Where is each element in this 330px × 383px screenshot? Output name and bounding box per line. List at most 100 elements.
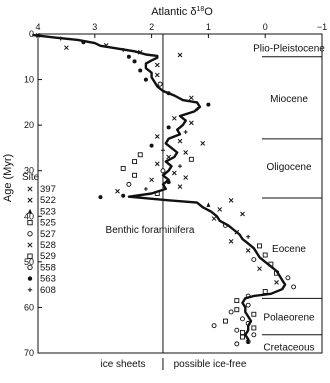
x-tick-label: 4 <box>35 22 40 32</box>
data-point <box>138 68 143 73</box>
marker-stroke <box>177 52 183 58</box>
data-point <box>189 95 194 101</box>
data-point <box>251 325 257 331</box>
data-point <box>132 159 138 165</box>
data-point <box>143 77 148 82</box>
marker-stroke <box>217 207 223 212</box>
marker-stroke <box>177 184 183 190</box>
data-point <box>177 184 183 190</box>
data-point <box>126 54 131 59</box>
legend-entry-label: 528 <box>40 240 56 251</box>
legend-entry-label: 558 <box>40 262 56 273</box>
marker-stroke <box>274 280 279 285</box>
plot-frame <box>37 33 323 354</box>
benthic-curve <box>32 33 287 344</box>
data-point <box>120 165 126 171</box>
marker-stroke <box>64 45 69 51</box>
data-point <box>115 188 120 194</box>
data-point <box>121 193 126 198</box>
marker-stroke <box>228 238 234 244</box>
legend-entry-label: 397 <box>40 184 56 195</box>
data-point <box>171 170 177 176</box>
data-point <box>157 81 163 87</box>
data-point <box>132 172 138 178</box>
marker-stroke <box>171 115 177 121</box>
data-point <box>98 195 103 200</box>
data-point <box>188 156 194 162</box>
epoch-label: Miocene <box>270 94 308 105</box>
legend-entry-label: 525 <box>40 218 56 229</box>
data-point <box>245 248 251 253</box>
legend-entry-label: 522 <box>40 195 56 206</box>
marker-stroke <box>200 141 206 146</box>
data-point <box>166 125 171 130</box>
x-tick-label: 2 <box>149 22 154 32</box>
marker-stroke <box>257 266 262 272</box>
data-point <box>217 207 223 212</box>
data-point <box>171 115 177 121</box>
data-point <box>206 202 211 207</box>
marker-stroke <box>154 72 160 78</box>
data-point <box>228 309 234 315</box>
marker-stroke <box>228 197 234 203</box>
legend-marker <box>27 219 33 226</box>
legend-entry-label: 563 <box>40 274 56 285</box>
legend-title: Site <box>22 172 40 183</box>
data-point <box>228 238 234 244</box>
marker-stroke <box>177 138 183 144</box>
data-point <box>64 45 69 51</box>
marker-stroke <box>240 211 245 217</box>
marker-stroke <box>149 177 154 183</box>
legend-entry-label: 529 <box>40 251 56 262</box>
y-tick-label: 40 <box>24 211 34 221</box>
data-point <box>251 311 257 317</box>
epoch-label: Plio-Pleistocene <box>253 44 325 55</box>
curve-label: Benthic foraminifera <box>106 225 195 236</box>
legend-marker <box>27 208 33 214</box>
data-point <box>234 298 240 304</box>
epoch-label: Polaeorene <box>263 313 315 324</box>
marker-stroke <box>115 188 120 194</box>
data-point <box>183 129 188 134</box>
legend-entry-label: 608 <box>40 285 56 296</box>
data-point <box>132 59 137 64</box>
y-ticks: 0 10 20 30 40 50 60 70 <box>24 29 42 358</box>
data-point <box>257 266 262 272</box>
data-point <box>126 181 132 187</box>
data-point <box>177 138 183 144</box>
data-point <box>211 323 217 329</box>
data-point <box>285 275 291 281</box>
y-axis-label: Age (Myr) <box>2 154 14 202</box>
data-point <box>149 143 154 148</box>
legend-marker <box>27 264 33 271</box>
x-ticks: 4 3 2 1 0 −1 <box>35 22 327 38</box>
x-tick-label: 1 <box>206 22 211 32</box>
marker-stroke <box>27 186 33 192</box>
legend-entry-label: 527 <box>40 229 56 240</box>
data-point <box>274 280 279 285</box>
data-point <box>222 318 228 324</box>
data-point <box>240 334 245 340</box>
data-point <box>143 186 148 191</box>
data-point <box>206 102 211 107</box>
data-point <box>137 152 143 158</box>
y-tick-label: 50 <box>24 257 34 267</box>
y-tick-label: 70 <box>24 348 34 358</box>
x-tick-label: 3 <box>92 22 97 32</box>
data-point <box>291 284 297 290</box>
chart-title: Atlantic δ18O <box>151 6 213 18</box>
y-tick-label: 60 <box>24 302 34 312</box>
legend-marker <box>27 253 33 259</box>
x-tick-label: 0 <box>263 22 268 32</box>
data-point <box>154 161 160 167</box>
y-tick-label: 20 <box>24 120 34 130</box>
data-point <box>200 141 206 146</box>
data-point <box>154 72 160 78</box>
legend-marker <box>27 186 33 192</box>
legend-marker <box>27 231 33 237</box>
marker-stroke <box>27 242 33 248</box>
legend-entry-label: 523 <box>40 206 56 217</box>
marker-stroke <box>154 134 160 139</box>
